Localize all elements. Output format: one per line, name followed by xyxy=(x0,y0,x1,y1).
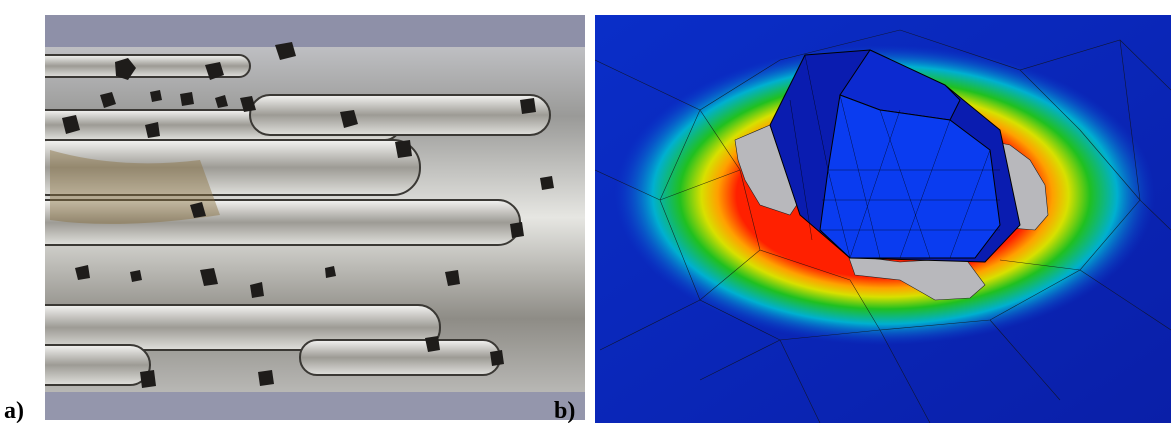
figure: a) b) xyxy=(0,0,1171,423)
page: a) b) (() => { const data = JSON.parse(d… xyxy=(0,0,1171,423)
panel-label: a) xyxy=(4,398,24,423)
panel-label: b) xyxy=(554,398,575,423)
micrograph xyxy=(20,15,585,422)
simulation xyxy=(595,15,1171,423)
